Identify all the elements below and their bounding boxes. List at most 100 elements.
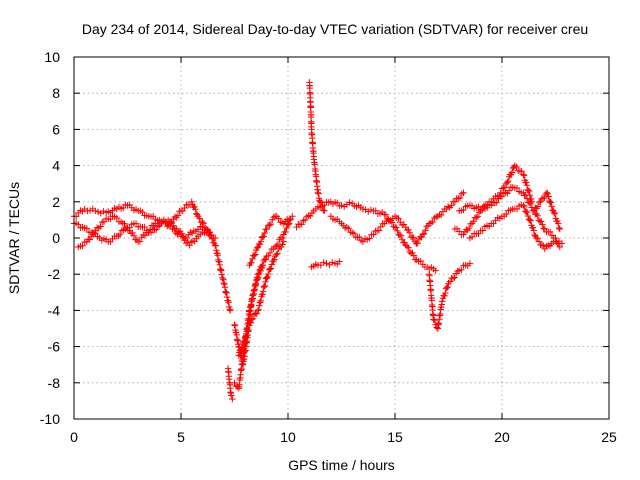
data-point bbox=[468, 233, 476, 241]
data-point bbox=[431, 317, 438, 324]
data-point bbox=[523, 182, 531, 189]
data-point bbox=[417, 233, 424, 240]
data-point bbox=[521, 203, 528, 211]
data-point bbox=[111, 204, 118, 212]
data-point bbox=[368, 231, 375, 238]
data-point bbox=[247, 304, 254, 311]
series-satellite-track-12 bbox=[308, 258, 343, 271]
data-point bbox=[367, 206, 375, 214]
data-point bbox=[543, 189, 551, 196]
data-point bbox=[216, 261, 223, 269]
data-point bbox=[475, 230, 482, 237]
data-point bbox=[167, 222, 174, 230]
data-point bbox=[235, 352, 242, 359]
data-point bbox=[444, 283, 451, 291]
data-point bbox=[258, 265, 265, 272]
data-point bbox=[259, 261, 266, 269]
data-point bbox=[217, 265, 224, 273]
data-point bbox=[434, 213, 441, 220]
data-point bbox=[176, 230, 183, 237]
data-point bbox=[325, 199, 332, 206]
data-point bbox=[191, 238, 198, 245]
data-point bbox=[441, 205, 448, 213]
data-point bbox=[366, 235, 373, 242]
data-point bbox=[247, 301, 255, 308]
data-point bbox=[224, 297, 232, 304]
data-point bbox=[530, 227, 538, 234]
series-satellite-track-14 bbox=[413, 189, 467, 247]
data-point bbox=[504, 177, 512, 185]
data-point bbox=[251, 251, 259, 258]
data-point bbox=[312, 167, 319, 175]
data-point bbox=[220, 280, 227, 287]
data-point bbox=[470, 218, 477, 225]
data-point bbox=[275, 215, 282, 222]
data-point bbox=[270, 245, 277, 253]
data-point bbox=[490, 220, 497, 227]
data-point bbox=[99, 219, 106, 226]
data-point bbox=[504, 179, 511, 186]
data-point bbox=[458, 190, 465, 197]
data-point bbox=[241, 338, 248, 345]
series-satellite-track-17 bbox=[466, 201, 566, 253]
data-point bbox=[121, 220, 128, 227]
data-point bbox=[346, 199, 353, 206]
data-point bbox=[525, 187, 533, 195]
data-point bbox=[334, 260, 341, 268]
data-point bbox=[454, 267, 461, 275]
data-point bbox=[179, 233, 186, 240]
data-point bbox=[129, 229, 136, 237]
y-tick-label: -4 bbox=[48, 302, 61, 318]
data-point bbox=[223, 293, 231, 301]
data-point bbox=[89, 205, 96, 213]
data-point bbox=[406, 229, 413, 236]
data-point bbox=[460, 206, 467, 214]
data-point bbox=[312, 261, 320, 268]
y-tick-label: 6 bbox=[52, 121, 60, 137]
data-point bbox=[303, 213, 311, 220]
data-point bbox=[282, 228, 289, 236]
data-point bbox=[315, 190, 322, 197]
data-point bbox=[456, 228, 463, 235]
data-point bbox=[253, 310, 260, 317]
data-point bbox=[329, 259, 336, 266]
data-point bbox=[379, 220, 386, 228]
series-satellite-track-10 bbox=[293, 198, 439, 274]
data-point bbox=[449, 274, 457, 282]
data-point bbox=[523, 195, 531, 202]
data-point bbox=[193, 210, 200, 217]
data-point bbox=[321, 207, 328, 215]
data-point bbox=[336, 218, 343, 225]
x-tick-label: 10 bbox=[280, 429, 296, 445]
data-point bbox=[534, 235, 541, 242]
data-point bbox=[551, 210, 559, 218]
data-point bbox=[259, 288, 267, 295]
data-point bbox=[450, 198, 457, 205]
data-point bbox=[316, 204, 324, 211]
data-point bbox=[357, 237, 365, 244]
data-point bbox=[508, 169, 516, 176]
data-point bbox=[320, 259, 327, 266]
data-point bbox=[262, 226, 269, 233]
series-satellite-track-16 bbox=[456, 184, 563, 251]
data-point bbox=[401, 239, 408, 246]
data-point bbox=[548, 203, 555, 210]
data-point bbox=[507, 184, 515, 191]
data-point bbox=[527, 217, 534, 224]
data-point bbox=[171, 213, 179, 221]
data-point bbox=[531, 231, 538, 239]
data-point bbox=[403, 242, 411, 250]
data-point bbox=[115, 232, 122, 240]
data-point bbox=[546, 228, 554, 236]
data-point bbox=[113, 214, 120, 222]
data-point bbox=[535, 238, 543, 245]
data-point bbox=[529, 224, 537, 231]
data-point bbox=[238, 344, 246, 351]
data-point bbox=[438, 211, 445, 219]
data-point bbox=[79, 242, 86, 249]
data-point bbox=[538, 241, 546, 249]
data-point bbox=[227, 307, 234, 314]
data-point bbox=[518, 189, 525, 197]
data-point bbox=[431, 214, 438, 222]
data-point bbox=[143, 212, 150, 219]
